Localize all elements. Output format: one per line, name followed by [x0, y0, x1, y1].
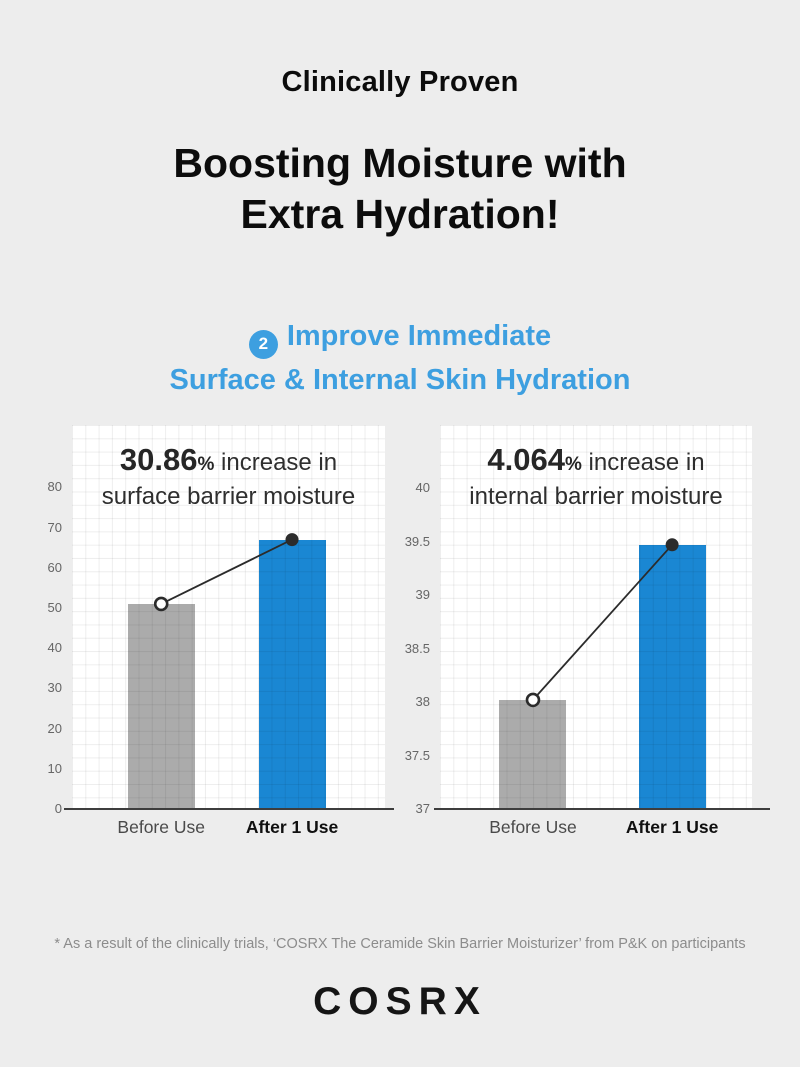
- y-axis-tick-label: 60: [47, 559, 62, 575]
- y-axis-tick-label: 30: [47, 680, 62, 696]
- bar-before-use: [499, 699, 567, 809]
- chart1-y-axis: 0 10 20 30 40 50 60 70 80: [16, 425, 62, 816]
- chart2-title: 4.064% increase in internal barrier mois…: [440, 443, 752, 512]
- bar-before-use: [127, 603, 195, 809]
- section-heading-line2: Surface & Internal Skin Hydration: [169, 363, 631, 396]
- chart2-percent-value: 4.064: [487, 442, 565, 477]
- section-heading-line1: 2 Improve Immediate: [0, 315, 800, 359]
- chart1-title-line1: 30.86% increase in: [72, 443, 385, 482]
- chart2-x-axis-line: [434, 808, 770, 810]
- x-axis-label-after-1-use: After 1 Use: [245, 817, 339, 837]
- y-axis-tick-label: 10: [47, 760, 62, 776]
- y-axis-tick-label: 50: [47, 599, 62, 615]
- chart1-x-axis-line: [64, 808, 394, 810]
- x-axis-label-before-use: Before Use: [489, 817, 577, 837]
- chart1-plot-area: 30.86% increase in surface barrier moist…: [72, 425, 385, 809]
- eyebrow-title: Clinically Proven: [281, 66, 519, 98]
- y-axis-tick-label: 38: [415, 694, 430, 710]
- connector-line: [532, 544, 673, 701]
- chart1-title-suffix: increase in: [214, 449, 338, 476]
- main-title-line1: Boosting Moisture with: [173, 140, 627, 186]
- chart1-percent-sign: %: [197, 454, 215, 475]
- chart1-title: 30.86% increase in surface barrier moist…: [72, 443, 385, 512]
- y-axis-tick-label: 37.5: [404, 747, 430, 763]
- y-axis-tick-label: 39.5: [404, 533, 430, 549]
- main-title: Boosting Moisture with Extra Hydration!: [0, 138, 800, 241]
- step-2-badge-icon: 2: [248, 329, 278, 359]
- y-axis-tick-label: 70: [47, 519, 62, 535]
- y-axis-tick-label: 39: [415, 587, 430, 603]
- cosrx-logo: COSRX: [313, 980, 487, 1023]
- y-axis-tick-label: 37: [415, 801, 430, 816]
- y-axis-tick-label: 40: [47, 640, 62, 656]
- chart2-x-axis-labels: Before Use After 1 Use: [440, 817, 752, 843]
- connector-overlay: [153, 533, 299, 612]
- marker-after-filled-icon: [285, 533, 299, 547]
- footnote: * As a result of the clinically trials, …: [54, 936, 746, 952]
- connector-overlay: [525, 538, 679, 708]
- chart2-y-axis: 37 37.5 38 38.5 39 39.5 40: [384, 425, 430, 816]
- y-axis-tick-label: 0: [54, 801, 62, 816]
- connector-line: [160, 538, 293, 605]
- chart2-title-suffix: increase in: [581, 449, 705, 476]
- marker-before-open-icon: [153, 596, 169, 612]
- y-axis-tick-label: 40: [415, 480, 430, 496]
- chart2-plot-area: 4.064% increase in internal barrier mois…: [440, 425, 752, 809]
- main-title-line2: Extra Hydration!: [240, 191, 560, 238]
- y-axis-tick-label: 38.5: [404, 640, 430, 656]
- section-heading-text1: Improve Immediate: [286, 320, 552, 352]
- marker-after-filled-icon: [665, 538, 679, 552]
- bar-after-1-use: [258, 539, 326, 809]
- chart2-percent-sign: %: [564, 454, 582, 475]
- marker-before-open-icon: [525, 692, 541, 708]
- step-2-badge-number: 2: [258, 334, 269, 353]
- chart1-x-axis-labels: Before Use After 1 Use: [72, 817, 385, 843]
- x-axis-label-before-use: Before Use: [117, 817, 205, 837]
- section-heading: 2 Improve Immediate Surface & Internal Sk…: [0, 315, 800, 401]
- y-axis-tick-label: 20: [47, 720, 62, 736]
- chart2-title-line2: internal barrier moisture: [469, 483, 723, 510]
- chart2-title-line1: 4.064% increase in: [440, 443, 752, 482]
- x-axis-label-after-1-use: After 1 Use: [625, 817, 719, 837]
- chart1-percent-value: 30.86: [119, 442, 198, 477]
- chart1-title-line2: surface barrier moisture: [101, 483, 356, 510]
- y-axis-tick-label: 80: [47, 479, 62, 495]
- bar-after-1-use: [638, 544, 706, 809]
